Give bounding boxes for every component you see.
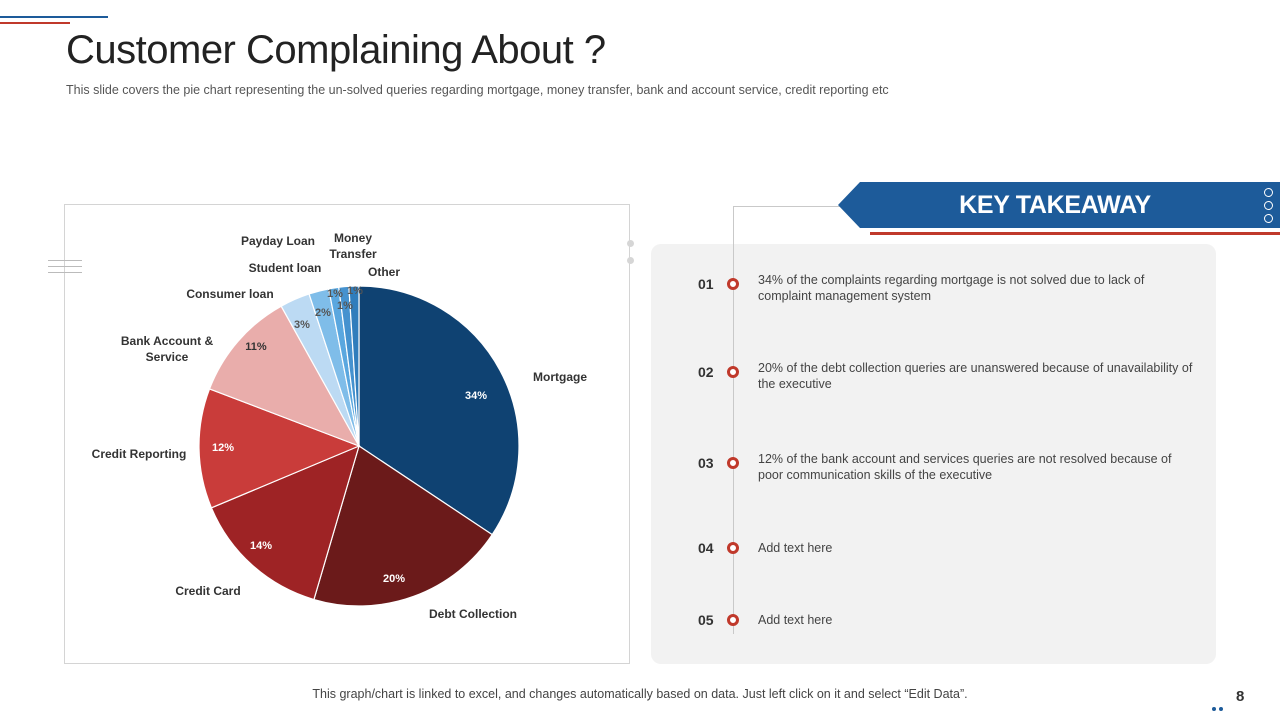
- data-label: 34%: [465, 390, 487, 402]
- key-takeaway-banner: KEY TAKEAWAY: [838, 182, 1280, 228]
- data-label: 11%: [245, 341, 267, 353]
- item-number: 04: [698, 540, 714, 556]
- item-text: 20% of the debt collection queries are u…: [758, 361, 1193, 391]
- pie-slice-other[interactable]: [348, 285, 360, 447]
- data-label: 2%: [315, 307, 331, 319]
- pie-slice-credit-card[interactable]: [210, 444, 360, 601]
- item-text: Add text here: [758, 613, 833, 627]
- item-number: 02: [698, 364, 714, 380]
- pie-slice-debt-collection[interactable]: [313, 445, 494, 607]
- timeline-line: [733, 206, 734, 634]
- resize-handle[interactable]: [627, 257, 634, 264]
- page-title: Customer Complaining About ?: [66, 28, 606, 72]
- data-label: 12%: [212, 442, 234, 454]
- page-dot-icon: [1212, 707, 1216, 711]
- accent-line-blue: [0, 16, 108, 18]
- data-label: 1%: [327, 288, 343, 300]
- item-text: Add text here: [758, 541, 833, 555]
- data-label: 1%: [337, 300, 353, 312]
- timeline-dot-icon: [727, 366, 739, 378]
- item-number: 05: [698, 612, 714, 628]
- footer-note: This graph/chart is linked to excel, and…: [312, 687, 968, 701]
- key-takeaway-heading: KEY TAKEAWAY: [959, 190, 1151, 219]
- category-label: Consumer loan: [186, 287, 273, 301]
- timeline-dot-icon: [727, 542, 739, 554]
- timeline-dot-icon: [727, 614, 739, 626]
- page-subtitle: This slide covers the pie chart represen…: [66, 83, 889, 97]
- item-number: 01: [698, 276, 714, 292]
- takeaway-panel: [651, 244, 1216, 664]
- resize-handle[interactable]: [627, 240, 634, 247]
- pie-slice-credit-reporting[interactable]: [198, 388, 361, 509]
- banner-underline: [870, 232, 1280, 235]
- category-label: Debt Collection: [429, 607, 517, 621]
- chart-container[interactable]: 34% Mortgage 20% Debt Collection 14% Credit C…: [64, 204, 630, 664]
- category-label: Mortgage: [533, 370, 587, 384]
- timeline-connector: [733, 206, 843, 207]
- pie-chart[interactable]: 34% Mortgage 20% Debt Collection 14% Credit C…: [65, 205, 631, 665]
- ring-icon: [1264, 214, 1273, 223]
- data-label: 20%: [383, 573, 405, 585]
- accent-line-red: [0, 22, 70, 24]
- category-label: Other: [368, 265, 400, 279]
- timeline-dot-icon: [727, 457, 739, 469]
- timeline-dot-icon: [727, 278, 739, 290]
- category-label: Credit Reporting: [92, 447, 187, 461]
- item-number: 03: [698, 455, 714, 471]
- page-number: 8: [1236, 688, 1245, 705]
- category-label: Credit Card: [175, 584, 240, 598]
- category-label: Bank Account & Service: [121, 334, 214, 364]
- data-label: 3%: [294, 319, 310, 331]
- ring-icon: [1264, 201, 1273, 210]
- chart-grip-line: [48, 272, 82, 273]
- item-text: 34% of the complaints regarding mortgage…: [758, 273, 1145, 303]
- page-dot-icon: [1219, 707, 1223, 711]
- ring-icon: [1264, 188, 1273, 197]
- category-label: Money Transfer: [329, 231, 377, 261]
- data-label: 14%: [250, 540, 272, 552]
- chart-grip-line: [48, 260, 82, 261]
- category-label: Student loan: [249, 261, 322, 275]
- pie-slice-bank-account-service[interactable]: [208, 305, 361, 448]
- item-text: 12% of the bank account and services que…: [758, 452, 1172, 482]
- category-label: Payday Loan: [241, 234, 315, 248]
- chart-grip-line: [48, 266, 82, 267]
- data-label: 1%: [347, 285, 363, 297]
